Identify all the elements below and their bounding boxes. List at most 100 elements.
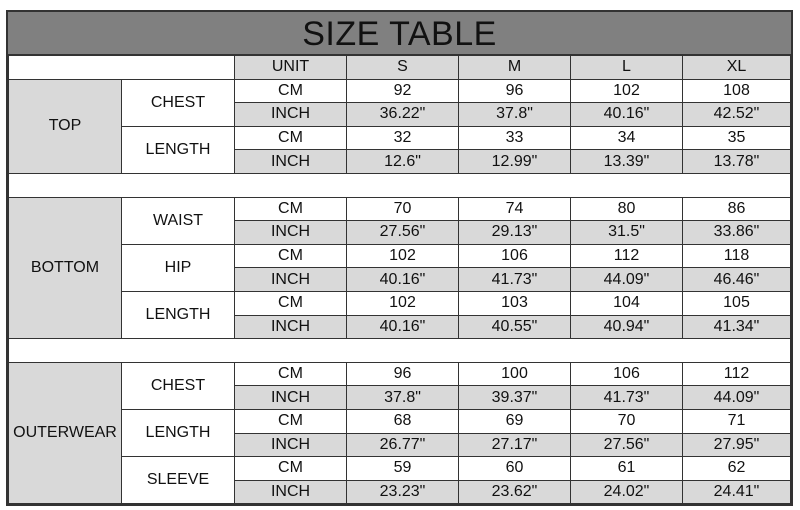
value-cell: 12.99": [458, 149, 571, 174]
value-cell: 68: [346, 408, 459, 434]
value-cell: 102: [570, 78, 683, 104]
measure-cell: WAIST: [121, 196, 235, 245]
unit-cell: INCH: [234, 385, 347, 410]
measure-cell: CHEST: [121, 78, 235, 127]
value-cell: 32: [346, 125, 459, 151]
value-cell: 41.34": [682, 314, 791, 340]
value-cell: 23.23": [346, 479, 459, 505]
value-cell: 61: [570, 456, 683, 481]
unit-cell: CM: [234, 125, 347, 151]
measure-cell: HIP: [121, 243, 235, 292]
unit-cell: CM: [234, 78, 347, 104]
value-cell: 59: [346, 456, 459, 481]
value-cell: 37.8": [458, 102, 571, 127]
measure-cell: LENGTH: [121, 290, 235, 340]
value-cell: 13.39": [570, 149, 683, 174]
value-cell: 102: [346, 290, 459, 316]
value-cell: 112: [570, 243, 683, 269]
table-row: LENGTH CM 68 69 70 71: [9, 408, 791, 458]
category-cell: TOP: [8, 78, 122, 174]
value-cell: 60: [458, 456, 571, 481]
value-cell: 74: [458, 196, 571, 222]
value-cell: 41.73": [458, 267, 571, 292]
table-row: INCH 12.6" 12.99" 13.39" 13.78": [9, 149, 791, 174]
value-cell: 33.86": [682, 220, 791, 245]
measure-cell: LENGTH: [121, 125, 235, 174]
value-cell: 27.56": [346, 220, 459, 245]
measure-cell: SLEEVE: [121, 456, 235, 505]
table-row: INCH 37.8" 39.37" 41.73" 44.09": [9, 385, 791, 410]
value-cell: 80: [570, 196, 683, 222]
value-cell: 13.78": [682, 149, 791, 174]
unit-cell: INCH: [234, 102, 347, 127]
value-cell: 108: [682, 78, 791, 104]
value-cell: 23.62": [458, 479, 571, 505]
measure-cell: LENGTH: [121, 408, 235, 458]
value-cell: 39.37": [458, 385, 571, 410]
value-cell: 35: [682, 125, 791, 151]
unit-cell: CM: [234, 196, 347, 222]
table-row: HIP CM 102 106 112 118: [9, 243, 791, 292]
header-size-l: L: [570, 55, 683, 80]
table-row: INCH 23.23" 23.62" 24.02" 24.41": [9, 479, 791, 505]
value-cell: 103: [458, 290, 571, 316]
value-cell: 100: [458, 361, 571, 387]
value-cell: 40.55": [458, 314, 571, 340]
value-cell: 24.02": [570, 479, 683, 505]
value-cell: 70: [346, 196, 459, 222]
value-cell: 102: [346, 243, 459, 269]
unit-cell: CM: [234, 408, 347, 434]
spacer-cell: [8, 172, 791, 198]
unit-cell: INCH: [234, 432, 347, 458]
value-cell: 104: [570, 290, 683, 316]
value-cell: 36.22": [346, 102, 459, 127]
table-row: LENGTH CM 102 103 104 105: [9, 290, 791, 340]
spacer-row: [8, 172, 791, 198]
measure-cell: CHEST: [121, 361, 235, 410]
value-cell: 34: [570, 125, 683, 151]
spacer-cell: [8, 338, 791, 363]
value-cell: 105: [682, 290, 791, 316]
value-cell: 37.8": [346, 385, 459, 410]
header-unit: UNIT: [234, 55, 347, 80]
value-cell: 26.77": [346, 432, 459, 458]
table-row: INCH 40.16" 41.73" 44.09" 46.46": [9, 267, 791, 292]
value-cell: 46.46": [682, 267, 791, 292]
value-cell: 112: [682, 361, 791, 387]
value-cell: 29.13": [458, 220, 571, 245]
value-cell: 86: [682, 196, 791, 222]
header-size-xl: XL: [682, 55, 791, 80]
value-cell: 40.16": [346, 267, 459, 292]
table-row: LENGTH CM 32 33 34 35: [9, 125, 791, 174]
table-title: SIZE TABLE: [8, 12, 791, 55]
table-row: OUTERWEAR CHEST CM 96 100 106 112: [8, 361, 791, 505]
value-cell: 27.56": [570, 432, 683, 458]
unit-cell: INCH: [234, 314, 347, 340]
unit-cell: INCH: [234, 479, 347, 505]
unit-cell: CM: [234, 456, 347, 481]
value-cell: 118: [682, 243, 791, 269]
unit-cell: INCH: [234, 220, 347, 245]
value-cell: 31.5": [570, 220, 683, 245]
value-cell: 96: [458, 78, 571, 104]
value-cell: 71: [682, 408, 791, 434]
table-row: INCH 26.77" 27.17" 27.56" 27.95": [9, 432, 791, 458]
unit-cell: CM: [234, 361, 347, 387]
table-row: BOTTOM WAIST CM 70 74 80 86: [8, 196, 791, 340]
value-cell: 27.95": [682, 432, 791, 458]
value-cell: 96: [346, 361, 459, 387]
value-cell: 41.73": [570, 385, 683, 410]
unit-cell: INCH: [234, 267, 347, 292]
unit-cell: CM: [234, 243, 347, 269]
header-empty-cell: [8, 55, 235, 80]
value-cell: 70: [570, 408, 683, 434]
header-row: UNIT S M L XL: [8, 55, 791, 80]
table-row: TOP CHEST CM 92 96 102 108: [8, 78, 791, 174]
value-cell: 40.94": [570, 314, 683, 340]
value-cell: 42.52": [682, 102, 791, 127]
value-cell: 92: [346, 78, 459, 104]
value-cell: 40.16": [346, 314, 459, 340]
category-cell: OUTERWEAR: [8, 361, 122, 505]
value-cell: 24.41": [682, 479, 791, 505]
value-cell: 44.09": [682, 385, 791, 410]
